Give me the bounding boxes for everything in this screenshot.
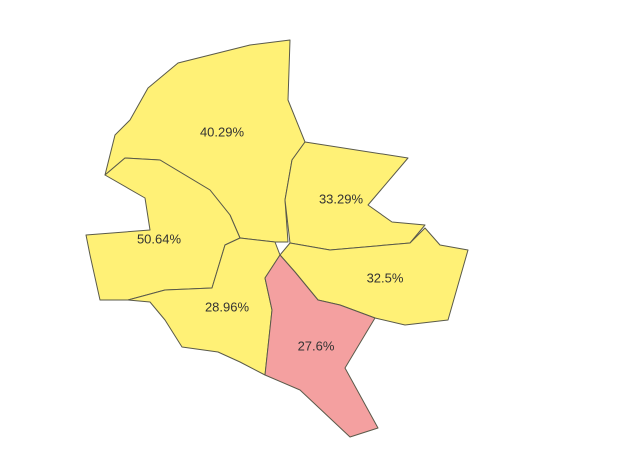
- region-label-southwest: 28.96%: [205, 299, 250, 314]
- region-label-east: 32.5%: [367, 270, 404, 285]
- region-label-north: 40.29%: [200, 124, 245, 139]
- region-label-northeast: 33.29%: [319, 191, 364, 206]
- region-label-west: 50.64%: [137, 231, 182, 246]
- region-label-south: 27.6%: [298, 338, 335, 353]
- region-south[interactable]: [264, 254, 379, 438]
